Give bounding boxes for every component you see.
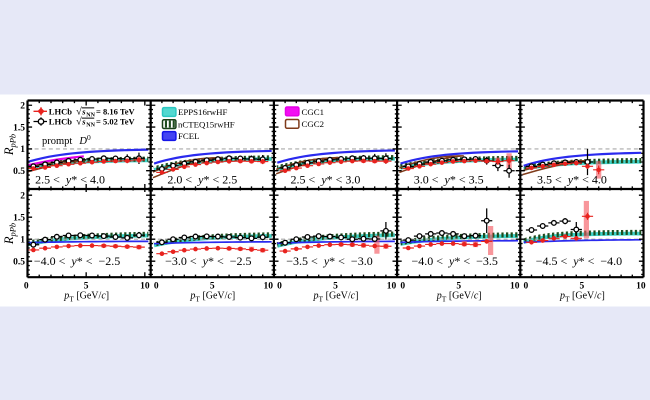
svg-text:CGC2: CGC2	[302, 119, 325, 129]
svg-text:2.5 < y* < 4.0: 2.5 < y* < 4.0	[35, 173, 105, 187]
svg-text:pT [GeV/c]: pT [GeV/c]	[559, 291, 605, 304]
svg-text:−3.0 < y* < −2.5: −3.0 < y* < −2.5	[165, 254, 251, 268]
svg-text:10: 10	[636, 282, 646, 292]
svg-text:pT [GeV/c]: pT [GeV/c]	[313, 291, 359, 304]
svg-text:0: 0	[400, 282, 405, 292]
svg-text:5: 5	[84, 282, 89, 292]
svg-text:5: 5	[456, 282, 461, 292]
svg-text:0.5: 0.5	[13, 258, 25, 268]
svg-text:EPPS16rwHF: EPPS16rwHF	[178, 107, 227, 117]
svg-text:0: 0	[24, 282, 29, 292]
svg-text:10: 10	[140, 282, 150, 292]
svg-text:1.5: 1.5	[13, 214, 25, 224]
svg-text:3.0 < y* < 3.5: 3.0 < y* < 3.5	[414, 173, 484, 187]
svg-text:CGC1: CGC1	[302, 107, 325, 117]
svg-text:pT [GeV/c]: pT [GeV/c]	[63, 291, 109, 304]
svg-text:10: 10	[510, 282, 520, 292]
svg-text:−3.5 < y* < −3.0: −3.5 < y* < −3.0	[286, 254, 372, 268]
svg-text:RpPb: RpPb	[2, 134, 18, 156]
svg-text:LHCb√sNN= 5.02 TeV: LHCb √sNN= 5.02 TeV	[49, 116, 136, 129]
svg-text:5: 5	[333, 282, 338, 292]
svg-text:2: 2	[20, 192, 25, 202]
svg-text:nCTEQ15rwHF: nCTEQ15rwHF	[178, 119, 235, 129]
svg-text:−4.5 < y* < −4.0: −4.5 < y* < −4.0	[536, 254, 622, 268]
svg-text:2.0 < y* < 2.5: 2.0 < y* < 2.5	[167, 173, 237, 187]
svg-text:5: 5	[580, 282, 585, 292]
svg-text:0: 0	[154, 282, 159, 292]
svg-text:pT [GeV/c]: pT [GeV/c]	[189, 291, 235, 304]
svg-text:2.5 < y* < 3.0: 2.5 < y* < 3.0	[291, 173, 361, 187]
svg-text:pT [GeV/c]: pT [GeV/c]	[436, 291, 482, 304]
svg-text:−4.0 < y* < −2.5: −4.0 < y* < −2.5	[34, 254, 120, 268]
svg-text:0: 0	[524, 282, 529, 292]
svg-text:0.5: 0.5	[13, 167, 25, 177]
svg-text:RpPb: RpPb	[2, 223, 18, 245]
svg-text:10: 10	[264, 282, 274, 292]
svg-text:FCEL: FCEL	[178, 131, 200, 141]
svg-text:0: 0	[277, 282, 282, 292]
svg-text:10: 10	[387, 282, 397, 292]
svg-text:1: 1	[20, 236, 25, 246]
svg-text:2: 2	[20, 102, 25, 112]
svg-text:LHCb√sNN= 8.16 TeV: LHCb √sNN= 8.16 TeV	[49, 106, 136, 119]
svg-text:1: 1	[20, 145, 25, 155]
svg-text:5: 5	[210, 282, 215, 292]
svg-text:−4.0 < y* < −3.5: −4.0 < y* < −3.5	[411, 254, 497, 268]
svg-text:3.5 < y* < 4.0: 3.5 < y* < 4.0	[537, 173, 607, 187]
svg-text:1.5: 1.5	[13, 123, 25, 133]
